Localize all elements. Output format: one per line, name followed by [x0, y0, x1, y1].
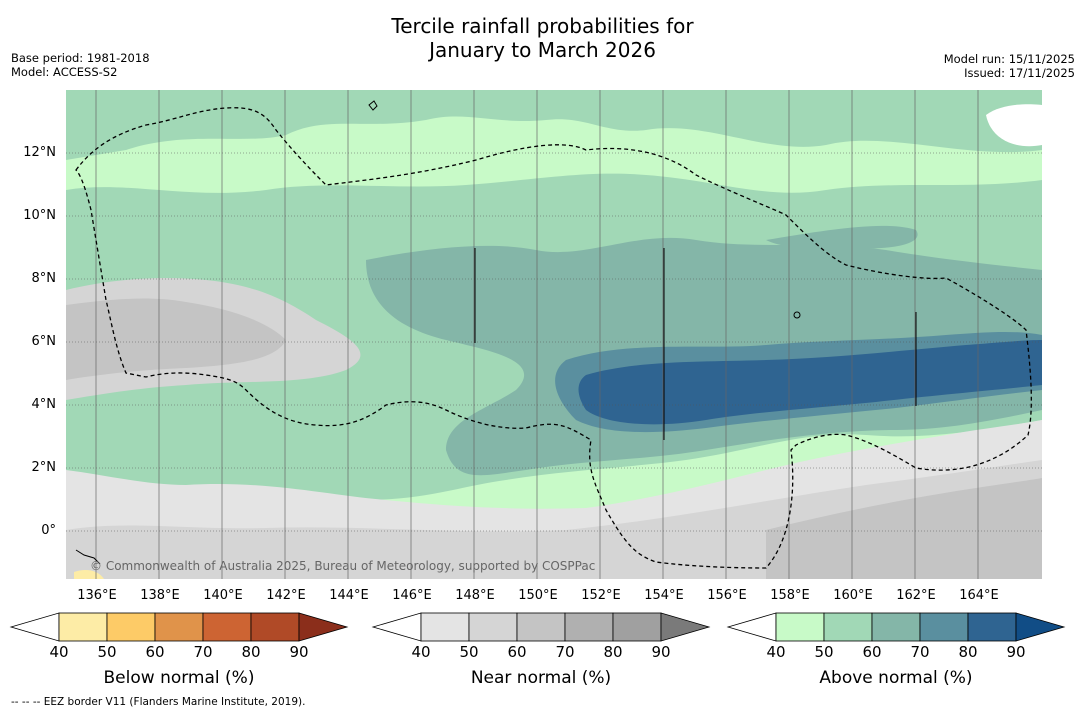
graticule-lon — [95, 90, 979, 579]
map-svg — [66, 90, 1042, 579]
probability-map — [66, 90, 1042, 579]
cb1-tick-80: 80 — [603, 643, 623, 661]
colorbar-2-segment-4 — [919, 612, 969, 642]
colorbar-1-under-triangle — [371, 612, 422, 642]
colorbar-1-over-triangle — [660, 612, 711, 642]
lon-tick-144e: 144°E — [329, 588, 369, 603]
colorbar-2-segment-5 — [967, 612, 1017, 642]
lon-tick-146e: 146°E — [392, 588, 432, 603]
model-name: Model: ACCESS-S2 — [11, 65, 118, 79]
cb2-tick-40: 40 — [766, 643, 786, 661]
colorbar-0-segment-3 — [154, 612, 204, 642]
lon-tick-148e: 148°E — [455, 588, 495, 603]
lon-tick-156e: 156°E — [707, 588, 747, 603]
lat-tick-2n: 2°N — [31, 460, 57, 475]
colorbars — [0, 610, 1085, 650]
islands — [75, 100, 917, 565]
lon-tick-142e: 142°E — [266, 588, 306, 603]
cb0-tick-70: 70 — [193, 643, 213, 661]
cb1-tick-90: 90 — [651, 643, 671, 661]
cb1-tick-60: 60 — [507, 643, 527, 661]
lon-tick-154e: 154°E — [644, 588, 684, 603]
colorbar-label-above: Above normal (%) — [819, 668, 973, 688]
region-white-ne — [986, 104, 1042, 147]
colorbar-label-below: Below normal (%) — [103, 668, 255, 688]
colorbar-2-segment-1 — [775, 612, 825, 642]
cb2-tick-60: 60 — [862, 643, 882, 661]
colorbar-0-segment-4 — [202, 612, 252, 642]
chart-title: Tercile rainfall probabilities for Janua… — [0, 14, 1085, 62]
lon-tick-164e: 164°E — [959, 588, 999, 603]
eez-border — [75, 107, 1032, 569]
cb2-tick-70: 70 — [910, 643, 930, 661]
colorbar-0-segment-5 — [250, 612, 300, 642]
title-line-2: January to March 2026 — [429, 38, 656, 62]
lat-tick-10n: 10°N — [23, 208, 56, 223]
cb2-tick-90: 90 — [1006, 643, 1026, 661]
colorbar-0-over-triangle — [298, 612, 349, 642]
lon-tick-162e: 162°E — [896, 588, 936, 603]
lat-tick-12n: 12°N — [23, 145, 56, 160]
region-near-70-se — [766, 478, 1042, 579]
colorbar-near-normal — [371, 612, 711, 642]
colorbar-below-normal — [9, 612, 349, 642]
lon-tick-136e: 136°E — [77, 588, 117, 603]
colorbar-0-segment-1 — [58, 612, 108, 642]
lon-tick-160e: 160°E — [833, 588, 873, 603]
lon-tick-150e: 150°E — [518, 588, 558, 603]
colorbar-above-normal — [726, 612, 1066, 642]
base-period: Base period: 1981-2018 — [11, 51, 150, 65]
title-line-1: Tercile rainfall probabilities for — [391, 14, 694, 38]
graticule-lat — [66, 152, 1042, 532]
region-above-80 — [578, 340, 1042, 425]
cb0-tick-40: 40 — [49, 643, 69, 661]
cb0-tick-90: 90 — [289, 643, 309, 661]
colorbar-1-segment-2 — [468, 612, 518, 642]
meta-right: Model run: 15/11/2025 Issued: 17/11/2025 — [944, 52, 1075, 80]
colorbar-2-under-triangle — [726, 612, 777, 642]
cb2-tick-50: 50 — [814, 643, 834, 661]
lon-tick-140e: 140°E — [203, 588, 243, 603]
region-above-50-north — [66, 90, 1042, 160]
meta-left: Base period: 1981-2018 Model: ACCESS-S2 — [11, 51, 150, 79]
lon-tick-152e: 152°E — [581, 588, 621, 603]
cb2-tick-80: 80 — [958, 643, 978, 661]
issued-date: Issued: 17/11/2025 — [964, 66, 1075, 80]
lon-tick-138e: 138°E — [140, 588, 180, 603]
region-below-50 — [74, 570, 104, 579]
cb1-tick-50: 50 — [459, 643, 479, 661]
colorbar-1-segment-5 — [612, 612, 662, 642]
lat-tick-0: 0° — [41, 523, 56, 538]
colorbar-1-segment-1 — [420, 612, 470, 642]
cb1-tick-40: 40 — [411, 643, 431, 661]
colorbar-1-segment-4 — [564, 612, 614, 642]
patch-above-60-ne — [766, 225, 918, 249]
colorbar-2-over-triangle — [1015, 612, 1066, 642]
colorbar-2-segment-2 — [823, 612, 873, 642]
eez-footnote: -- -- -- EEZ border V11 (Flanders Marine… — [11, 696, 306, 708]
copyright-notice: © Commonwealth of Australia 2025, Bureau… — [90, 559, 596, 573]
colorbar-0-under-triangle — [9, 612, 60, 642]
model-run: Model run: 15/11/2025 — [943, 52, 1075, 66]
colorbars-svg — [9, 612, 1066, 642]
colorbar-2-segment-3 — [871, 612, 921, 642]
cb0-tick-50: 50 — [97, 643, 117, 661]
cb1-tick-70: 70 — [555, 643, 575, 661]
lat-tick-8n: 8°N — [31, 271, 57, 286]
lat-tick-4n: 4°N — [31, 397, 57, 412]
colorbar-label-near: Near normal (%) — [470, 668, 612, 688]
cb0-tick-80: 80 — [241, 643, 261, 661]
lon-tick-158e: 158°E — [770, 588, 810, 603]
lat-tick-6n: 6°N — [31, 334, 57, 349]
colorbar-0-segment-2 — [106, 612, 156, 642]
colorbar-1-segment-3 — [516, 612, 566, 642]
cb0-tick-60: 60 — [145, 643, 165, 661]
